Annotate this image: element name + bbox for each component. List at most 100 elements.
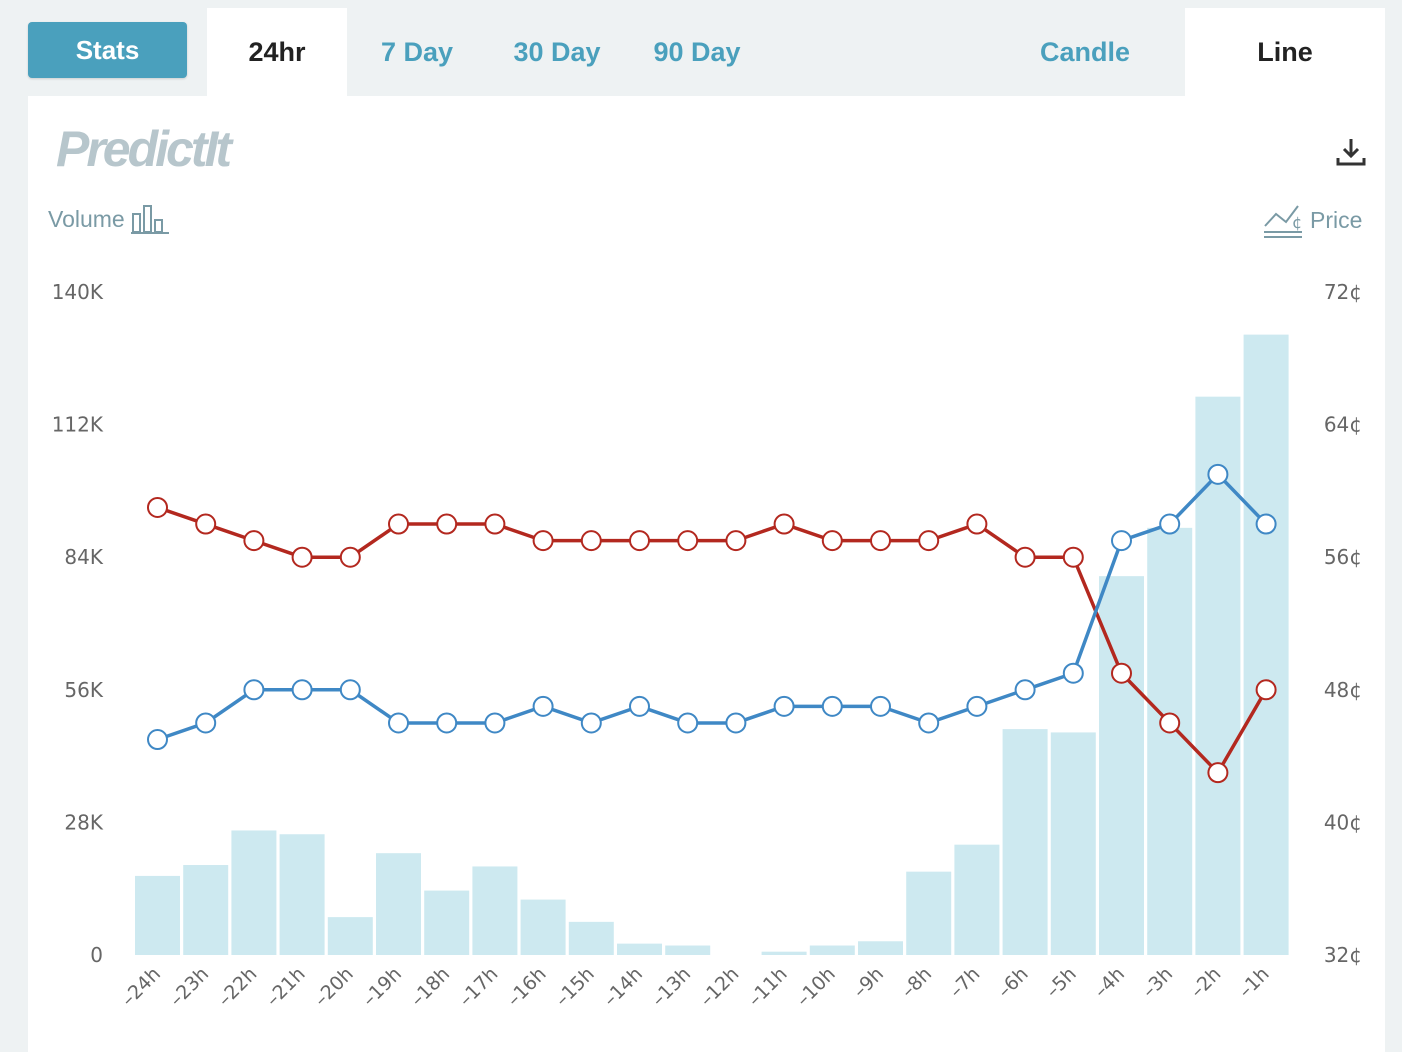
tab-line[interactable]: Line xyxy=(1185,8,1385,96)
volume-bar[interactable] xyxy=(327,917,373,955)
price-point[interactable] xyxy=(1159,712,1181,734)
price-tick-label: 56¢ xyxy=(1324,545,1362,569)
x-tick-label: –7h xyxy=(945,963,984,1002)
stats-button[interactable]: Stats xyxy=(28,22,187,78)
volume-bar[interactable] xyxy=(135,875,180,955)
price-point[interactable] xyxy=(629,530,650,552)
price-tick-label: 32¢ xyxy=(1324,943,1362,967)
price-point[interactable] xyxy=(243,679,265,701)
price-point[interactable] xyxy=(388,513,409,535)
price-point[interactable] xyxy=(1111,530,1132,552)
volume-bar[interactable] xyxy=(665,945,711,955)
price-point[interactable] xyxy=(677,530,699,552)
download-icon[interactable] xyxy=(1334,136,1368,170)
price-point[interactable] xyxy=(773,513,795,535)
price-point[interactable] xyxy=(291,546,313,568)
x-tick-label: –20h xyxy=(310,963,358,1011)
bar-chart-icon xyxy=(130,205,169,234)
price-point[interactable] xyxy=(966,695,988,717)
tab-7-day[interactable]: 7 Day xyxy=(380,36,454,67)
price-tick-label: 40¢ xyxy=(1324,810,1362,834)
x-tick-label: –21h xyxy=(262,963,310,1011)
volume-bar[interactable] xyxy=(858,941,903,955)
price-point[interactable] xyxy=(725,530,747,552)
volume-bar[interactable] xyxy=(376,853,421,955)
price-point[interactable] xyxy=(870,695,891,717)
volume-bar[interactable] xyxy=(617,943,662,955)
x-tick-label: –8h xyxy=(897,963,936,1002)
tab-candle[interactable]: Candle xyxy=(1039,36,1131,67)
price-point[interactable] xyxy=(918,712,940,734)
volume-bar[interactable] xyxy=(472,866,518,955)
tab-24hr[interactable]: 24hr xyxy=(207,8,347,96)
x-tick-label: –10h xyxy=(792,963,840,1011)
volume-tick-label: 112K xyxy=(52,413,104,437)
price-point[interactable] xyxy=(1014,546,1036,568)
price-point[interactable] xyxy=(147,729,168,751)
x-tick-label: –17h xyxy=(455,963,503,1011)
price-point[interactable] xyxy=(436,513,458,535)
price-point[interactable] xyxy=(484,513,506,535)
volume-bar[interactable] xyxy=(1002,729,1048,955)
price-point[interactable] xyxy=(532,530,554,552)
price-point[interactable] xyxy=(339,546,361,568)
price-point[interactable] xyxy=(1062,546,1084,568)
price-point[interactable] xyxy=(1207,463,1229,485)
price-point[interactable] xyxy=(1207,762,1229,784)
price-point[interactable] xyxy=(147,496,168,518)
price-point[interactable] xyxy=(1255,679,1277,701)
price-point[interactable] xyxy=(339,679,361,701)
price-point[interactable] xyxy=(243,530,265,552)
price-point[interactable] xyxy=(1111,662,1132,684)
volume-bar[interactable] xyxy=(183,865,229,955)
price-point[interactable] xyxy=(966,513,988,535)
price-point[interactable] xyxy=(629,695,650,717)
price-point[interactable] xyxy=(1255,513,1277,535)
volume-bar[interactable] xyxy=(906,871,952,955)
price-point[interactable] xyxy=(580,712,602,734)
volume-bar[interactable] xyxy=(1243,334,1289,955)
volume-bar[interactable] xyxy=(954,844,1000,955)
price-point[interactable] xyxy=(1014,679,1036,701)
price-point[interactable] xyxy=(677,712,699,734)
volume-bar[interactable] xyxy=(809,945,855,955)
volume-bar[interactable] xyxy=(231,830,277,955)
price-point[interactable] xyxy=(195,712,217,734)
tab-90-day[interactable]: 90 Day xyxy=(653,36,741,67)
volume-bar[interactable] xyxy=(1050,732,1096,955)
x-tick-label: –14h xyxy=(599,963,647,1011)
price-point[interactable] xyxy=(821,695,843,717)
volume-bar[interactable] xyxy=(1147,527,1193,955)
x-tick-label: –3h xyxy=(1138,963,1177,1002)
price-label: Price xyxy=(1310,206,1363,233)
price-point[interactable] xyxy=(870,530,891,552)
price-point[interactable] xyxy=(532,695,554,717)
svg-text:¢: ¢ xyxy=(1292,213,1302,232)
price-point[interactable] xyxy=(484,712,506,734)
price-line-icon: ¢ xyxy=(1264,205,1302,238)
volume-bar[interactable] xyxy=(568,921,614,955)
x-tick-label: –6h xyxy=(993,963,1032,1002)
price-point[interactable] xyxy=(388,712,409,734)
volume-bar[interactable] xyxy=(520,899,566,955)
volume-bar[interactable] xyxy=(761,951,807,955)
price-point[interactable] xyxy=(773,695,795,717)
price-point[interactable] xyxy=(580,530,602,552)
volume-bar[interactable] xyxy=(279,834,325,955)
volume-bars xyxy=(135,334,1289,955)
volume-tick-label: 56K xyxy=(64,678,103,702)
price-point[interactable] xyxy=(918,530,940,552)
price-point[interactable] xyxy=(291,679,313,701)
tab-30-day[interactable]: 30 Day xyxy=(513,36,601,67)
price-tick-label: 48¢ xyxy=(1324,678,1362,702)
price-point[interactable] xyxy=(436,712,458,734)
price-point[interactable] xyxy=(1159,513,1181,535)
volume-bar[interactable] xyxy=(424,890,470,955)
price-point[interactable] xyxy=(195,513,217,535)
price-point[interactable] xyxy=(1062,662,1084,684)
x-tick-label: –24h xyxy=(117,963,165,1011)
x-tick-label: –16h xyxy=(503,963,551,1011)
price-point[interactable] xyxy=(725,712,747,734)
x-tick-label: –23h xyxy=(165,963,213,1011)
price-point[interactable] xyxy=(821,530,843,552)
